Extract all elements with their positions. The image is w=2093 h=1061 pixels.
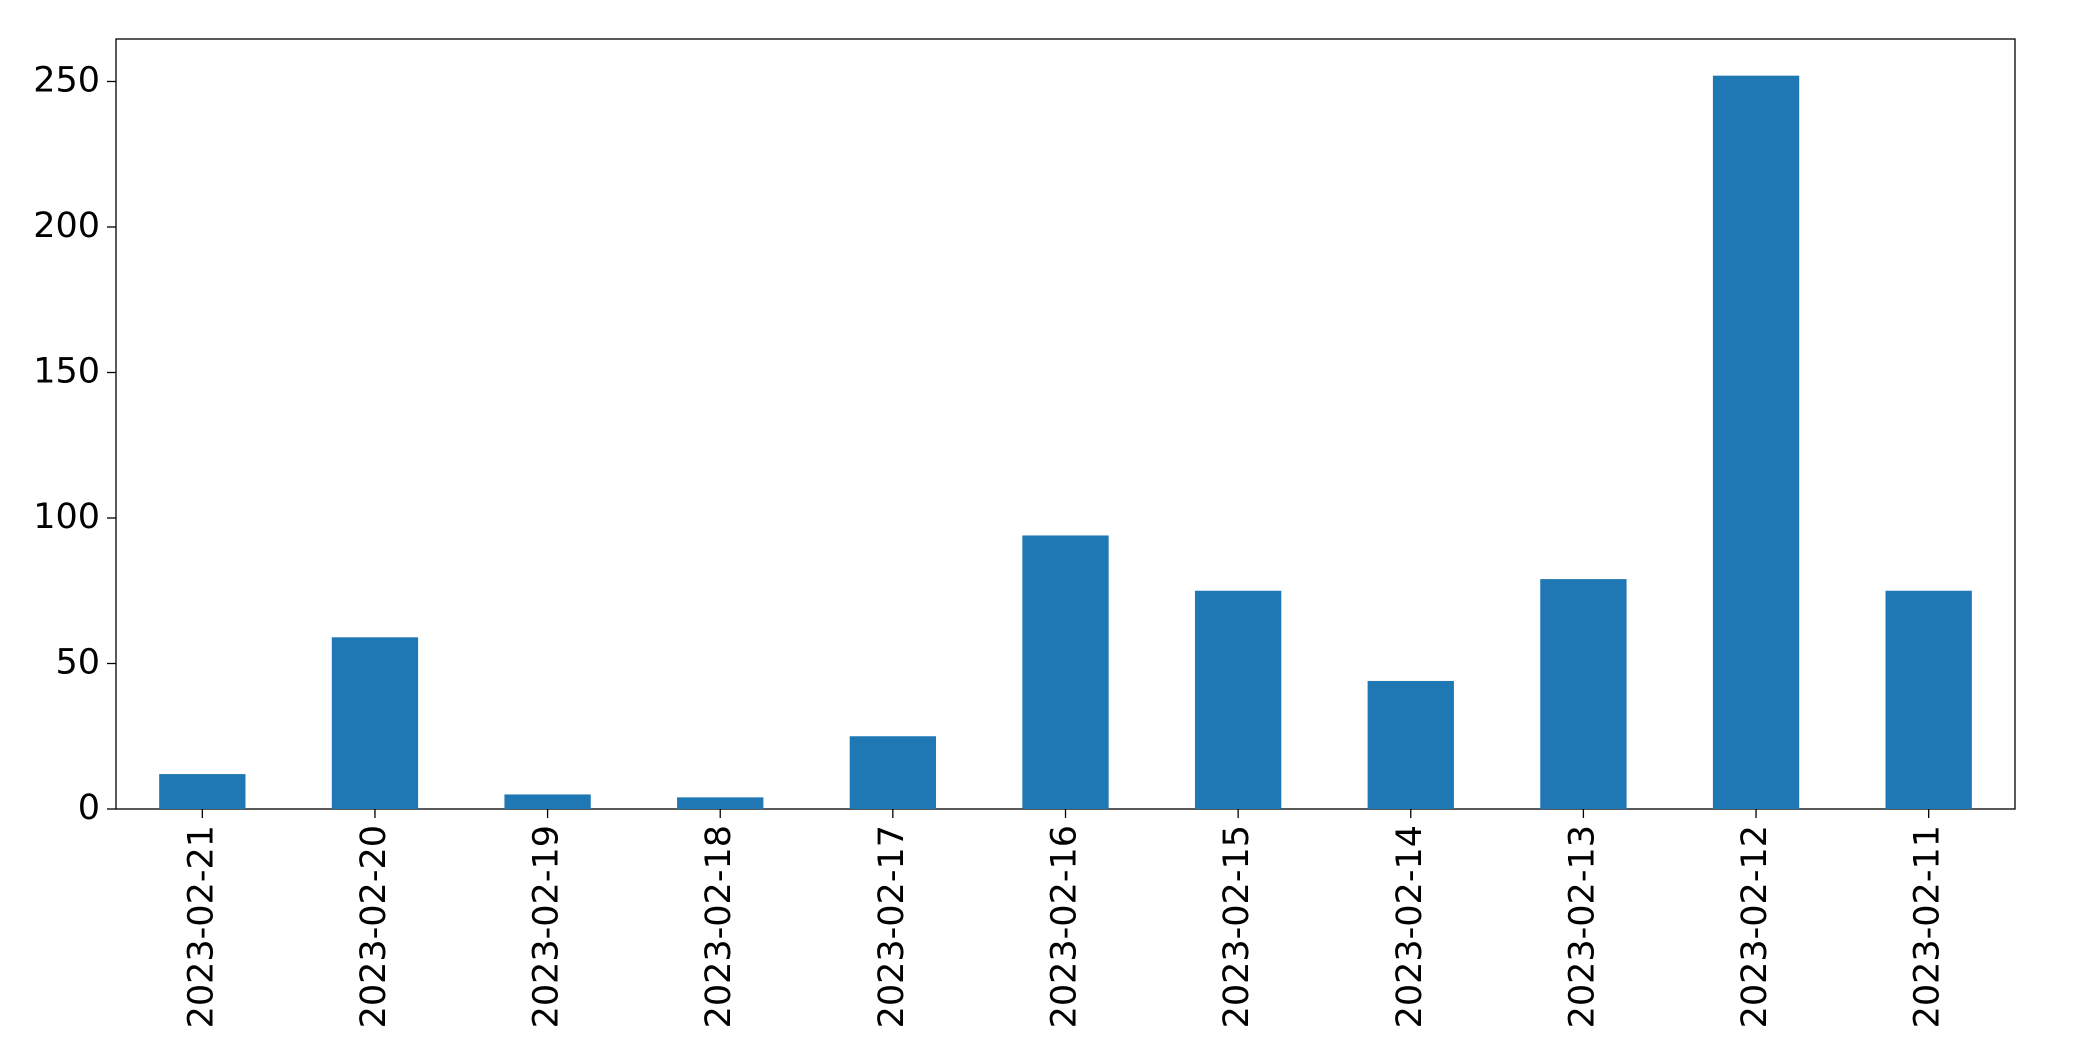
x-tick-label: 2023-02-13 — [1562, 825, 1602, 1028]
x-tick-label: 2023-02-18 — [699, 825, 739, 1028]
x-tick-label: 2023-02-16 — [1045, 825, 1085, 1028]
x-tick-label: 2023-02-14 — [1390, 825, 1430, 1028]
bar — [1194, 590, 1282, 809]
y-tick-label: 50 — [55, 642, 100, 682]
x-tick-label: 2023-02-21 — [181, 825, 221, 1028]
bar — [504, 794, 591, 809]
bar — [1885, 590, 1972, 809]
x-tick-label: 2023-02-17 — [872, 825, 912, 1028]
bar — [331, 637, 419, 809]
x-tick-label: 2023-02-11 — [1908, 825, 1948, 1028]
bar — [1540, 579, 1627, 809]
bar — [849, 736, 937, 809]
y-tick-label: 250 — [33, 60, 100, 100]
y-tick-label: 100 — [33, 497, 100, 537]
x-tick-label: 2023-02-12 — [1735, 825, 1775, 1028]
y-tick-label: 150 — [33, 351, 100, 391]
x-tick-label: 2023-02-19 — [527, 825, 567, 1028]
bar — [1367, 680, 1454, 809]
y-tick-label: 200 — [33, 206, 100, 246]
bar — [1022, 535, 1109, 809]
bar — [159, 774, 246, 809]
y-tick-label: 0 — [78, 788, 100, 828]
bar — [1712, 75, 1800, 809]
x-tick-label: 2023-02-15 — [1217, 825, 1257, 1028]
x-tick-label: 2023-02-20 — [354, 825, 394, 1028]
bar — [677, 797, 764, 809]
